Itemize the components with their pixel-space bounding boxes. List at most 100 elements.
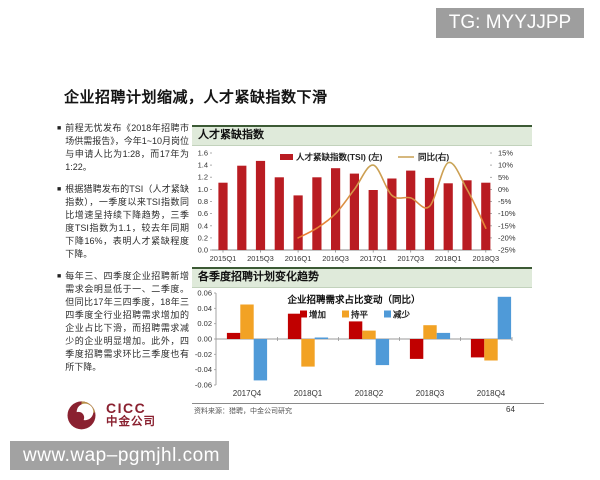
tg-watermark-banner: TG: MYYJJPP bbox=[436, 8, 584, 38]
source-note: 资料来源：猎聘，中金公司研究 bbox=[194, 408, 292, 415]
svg-text:0.06: 0.06 bbox=[197, 289, 212, 298]
bullet-item: ■ 每年三、四季度企业招聘新增需求会明显低于一、二季度。但同比17年三四季度，1… bbox=[57, 270, 189, 374]
svg-text:减少: 减少 bbox=[393, 310, 411, 320]
tsi-bar bbox=[443, 183, 453, 250]
svg-text:2015Q3: 2015Q3 bbox=[247, 254, 274, 263]
footer-divider bbox=[192, 403, 544, 404]
plan-bar bbox=[348, 321, 363, 339]
svg-text:2018Q3: 2018Q3 bbox=[472, 254, 499, 263]
svg-text:2017Q3: 2017Q3 bbox=[397, 254, 424, 263]
plan-bar bbox=[409, 339, 424, 359]
plan-bar bbox=[436, 332, 451, 339]
svg-text:0.8: 0.8 bbox=[198, 197, 208, 206]
svg-text:2017Q4: 2017Q4 bbox=[233, 389, 262, 398]
tsi-bar bbox=[424, 177, 435, 250]
tsi-bar bbox=[218, 182, 228, 250]
svg-text:0.6: 0.6 bbox=[198, 209, 208, 218]
svg-text:持平: 持平 bbox=[351, 310, 369, 320]
svg-text:2016Q1: 2016Q1 bbox=[285, 254, 312, 263]
url-watermark-banner: www.wap–pgmjhl.com bbox=[10, 441, 229, 470]
svg-text:企业招聘需求占比变动（同比）: 企业招聘需求占比变动（同比） bbox=[286, 294, 420, 306]
svg-text:0.00: 0.00 bbox=[197, 335, 212, 344]
svg-text:-0.04: -0.04 bbox=[195, 365, 212, 374]
svg-text:0.4: 0.4 bbox=[198, 221, 208, 230]
svg-text:增加: 增加 bbox=[309, 310, 326, 320]
cicc-logo-mark bbox=[67, 401, 96, 430]
bullet-text: 根据猎聘发布的TSI（人才紧缺指数），一季度以来TSI指数同比增速呈持续下降趋势… bbox=[65, 184, 189, 259]
plan-bar bbox=[301, 339, 315, 367]
svg-text:-15%: -15% bbox=[498, 221, 516, 230]
svg-text:-10%: -10% bbox=[498, 209, 516, 218]
tsi-bar bbox=[368, 190, 378, 250]
bullet-text: 前程无忧发布《2018年招聘市场供需报告》，今年1~10月岗位与申请人比为1:2… bbox=[65, 123, 190, 172]
tsi-bar bbox=[312, 177, 322, 250]
plan-bar bbox=[470, 339, 485, 358]
svg-text:人才紧缺指数(TSI) (左): 人才紧缺指数(TSI) (左) bbox=[296, 152, 383, 162]
plan-bar bbox=[287, 313, 302, 339]
page-number: 64 bbox=[506, 405, 515, 414]
svg-text:2018Q1: 2018Q1 bbox=[294, 389, 323, 398]
svg-text:0.0: 0.0 bbox=[198, 246, 208, 255]
tsi-bar bbox=[349, 173, 359, 250]
plan-bar bbox=[314, 337, 329, 339]
plan-bar bbox=[484, 339, 498, 361]
svg-text:2018Q2: 2018Q2 bbox=[355, 389, 384, 398]
page-title: 企业招聘计划缩减，人才紧缺指数下滑 bbox=[64, 89, 328, 106]
cicc-logo-text: CICC 中金公司 bbox=[106, 399, 156, 429]
square-bullet-icon: ■ bbox=[57, 186, 62, 193]
svg-text:1.4: 1.4 bbox=[198, 161, 208, 170]
tsi-chart-header: 人才紧缺指数 bbox=[192, 125, 532, 146]
svg-text:2018Q3: 2018Q3 bbox=[416, 389, 445, 398]
cicc-logo: CICC 中金公司 bbox=[64, 397, 156, 432]
plan-bar bbox=[253, 339, 268, 381]
hiring-plan-grouped-bar-chart: 0.06 0.04 0.02 0.00 -0.02 -0.04 -0.06 2017Q4 201… bbox=[195, 289, 513, 398]
tsi-bar bbox=[387, 178, 397, 250]
svg-text:2016Q3: 2016Q3 bbox=[322, 254, 349, 263]
cicc-logo-cn: 中金公司 bbox=[106, 415, 156, 428]
svg-text:1.2: 1.2 bbox=[198, 173, 208, 182]
plan-bar bbox=[226, 332, 241, 339]
svg-text:-5%: -5% bbox=[498, 197, 512, 206]
tsi-bar bbox=[237, 165, 247, 250]
svg-text:5%: 5% bbox=[498, 173, 509, 182]
bullet-item: ■ 前程无忧发布《2018年招聘市场供需报告》，今年1~10月岗位与申请人比为1… bbox=[57, 122, 189, 174]
svg-text:-20%: -20% bbox=[498, 233, 516, 242]
svg-text:2018Q1: 2018Q1 bbox=[435, 254, 462, 263]
svg-text:同比(右): 同比(右) bbox=[418, 152, 449, 162]
yoy-line bbox=[297, 161, 487, 239]
tsi-bar bbox=[331, 168, 341, 250]
svg-text:0.2: 0.2 bbox=[198, 233, 208, 242]
svg-text:-0.06: -0.06 bbox=[195, 381, 212, 390]
plan-bar bbox=[362, 330, 376, 339]
tsi-bar-line-chart: 0.0 0.2 0.4 0.6 0.8 1.0 1.2 1.4 1.6 -25% -20% -15% -… bbox=[198, 149, 516, 264]
bullet-item: ■ 根据猎聘发布的TSI（人才紧缺指数），一季度以来TSI指数同比增速呈持续下降… bbox=[57, 183, 189, 261]
svg-text:2017Q1: 2017Q1 bbox=[360, 254, 387, 263]
tsi-bar bbox=[462, 180, 472, 250]
svg-text:0.02: 0.02 bbox=[197, 319, 212, 328]
square-bullet-icon: ■ bbox=[57, 125, 62, 132]
plan-bar bbox=[497, 296, 512, 339]
tsi-bar bbox=[293, 195, 303, 250]
bullet-text: 每年三、四季度企业招聘新增需求会明显低于一、二季度。但同比17年三四季度，18年… bbox=[65, 271, 189, 372]
bullet-list: ■ 前程无忧发布《2018年招聘市场供需报告》，今年1~10月岗位与申请人比为1… bbox=[57, 122, 189, 383]
svg-text:2018Q4: 2018Q4 bbox=[477, 389, 506, 398]
plan-bar bbox=[240, 304, 254, 339]
svg-text:-25%: -25% bbox=[498, 246, 516, 255]
tsi-bar bbox=[406, 170, 416, 250]
hiring-plan-chart-header: 各季度招聘计划变化趋势 bbox=[192, 267, 532, 288]
tsi-bar bbox=[255, 160, 266, 250]
svg-text:-0.02: -0.02 bbox=[195, 350, 212, 359]
tsi-bar bbox=[481, 182, 491, 250]
square-bullet-icon: ■ bbox=[57, 273, 62, 280]
cicc-logo-en: CICC bbox=[106, 399, 147, 416]
svg-text:1.0: 1.0 bbox=[198, 185, 208, 194]
svg-text:0%: 0% bbox=[498, 185, 509, 194]
svg-text:2015Q1: 2015Q1 bbox=[210, 254, 237, 263]
plan-bar bbox=[375, 339, 390, 366]
tsi-bar bbox=[274, 177, 284, 250]
svg-text:15%: 15% bbox=[498, 149, 513, 158]
svg-text:0.04: 0.04 bbox=[197, 304, 212, 313]
plan-bar bbox=[423, 325, 437, 339]
svg-text:10%: 10% bbox=[498, 161, 513, 170]
